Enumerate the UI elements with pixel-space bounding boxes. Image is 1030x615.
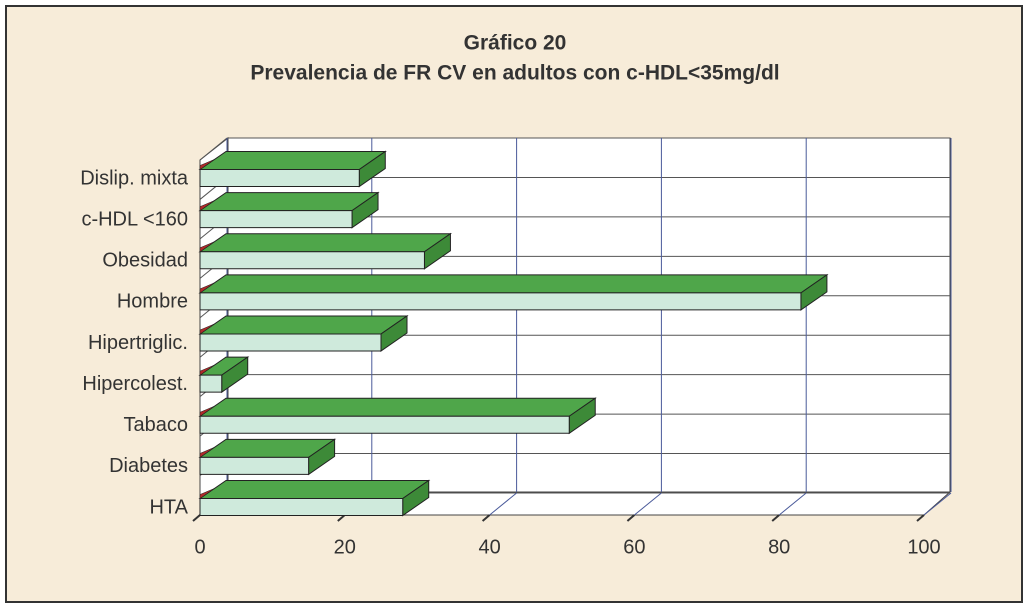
bar-edge	[199, 200, 215, 212]
y-tick-label: Hombre	[117, 291, 188, 313]
x-tick-label: 20	[334, 536, 356, 558]
x-tick-label: 0	[194, 536, 205, 558]
bar-edge	[199, 406, 215, 417]
y-tick-label: Dislip. mixta	[80, 167, 189, 189]
grid-line	[923, 492, 952, 516]
bar-top	[198, 480, 431, 499]
x-tick-label: 80	[768, 536, 790, 558]
bar	[199, 415, 570, 434]
y-tick-label: HTA	[149, 496, 188, 518]
tick-mark	[481, 514, 491, 522]
bar-top	[198, 274, 829, 294]
bar-edge	[199, 323, 215, 335]
y-tick-label: Tabaco	[124, 414, 189, 436]
y-tick-label: Obesidad	[102, 250, 188, 272]
tick-mark	[192, 514, 201, 522]
bar	[199, 292, 802, 311]
bar	[199, 374, 223, 393]
bar-edge	[199, 159, 215, 170]
x-tick-label: 100	[907, 536, 940, 558]
bar	[199, 169, 360, 187]
bar-edge	[199, 447, 215, 458]
bar	[199, 251, 425, 270]
bar-top	[198, 397, 597, 417]
bar-top	[198, 315, 409, 335]
bar-edge	[199, 241, 215, 253]
grid-line	[778, 492, 807, 516]
chart-title: Gráfico 20	[464, 32, 567, 55]
chart-subtitle: Prevalencia de FR CV en adultos con c-HD…	[250, 62, 779, 85]
row-line	[199, 137, 228, 161]
y-tick-label: c-HDL <160	[81, 208, 188, 230]
tick-mark	[916, 514, 925, 522]
grid-line	[634, 492, 662, 516]
tick-mark	[626, 514, 636, 522]
x-tick-label: 60	[623, 536, 645, 558]
tick-mark	[771, 514, 780, 522]
bar-edge	[199, 282, 215, 294]
bar-top	[198, 151, 387, 170]
bar-edge	[199, 364, 215, 376]
bar	[199, 210, 353, 229]
y-tick-label: Diabetes	[109, 455, 188, 477]
back-wall	[227, 137, 951, 493]
bar	[199, 456, 310, 475]
bar-top	[198, 192, 380, 212]
y-tick-label: Hipertriglic.	[88, 332, 188, 354]
bar-edge	[199, 488, 215, 499]
bar	[199, 333, 382, 352]
y-tick-label: Hipercolest.	[82, 373, 188, 395]
x-tick-label: 40	[478, 536, 500, 558]
bar-top	[198, 233, 453, 253]
bar	[199, 498, 404, 516]
grid-line	[489, 492, 517, 516]
